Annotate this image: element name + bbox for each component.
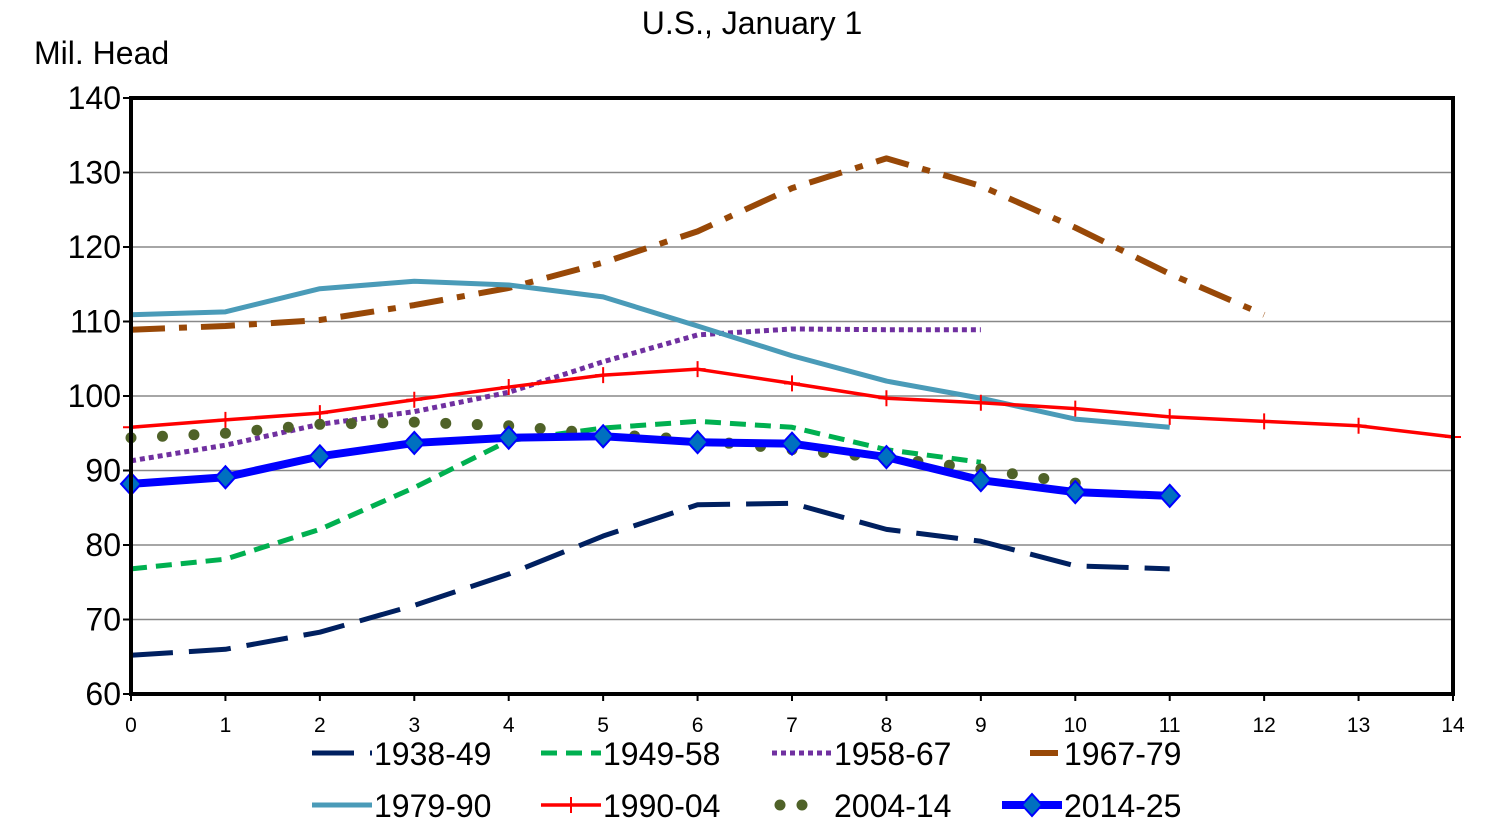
data-point bbox=[440, 417, 452, 429]
data-point bbox=[563, 797, 579, 813]
legend-label: 1990-04 bbox=[603, 788, 720, 824]
data-point bbox=[1020, 792, 1044, 818]
x-tick-label: 0 bbox=[125, 714, 137, 737]
data-point bbox=[219, 427, 231, 439]
x-tick-label: 1 bbox=[220, 714, 232, 737]
data-point bbox=[497, 425, 521, 451]
legend-label: 1938-49 bbox=[374, 736, 491, 772]
series-line bbox=[130, 500, 1170, 658]
data-point bbox=[1256, 413, 1273, 430]
series-line bbox=[130, 326, 981, 464]
x-tick-label: 2 bbox=[314, 714, 326, 737]
data-point bbox=[188, 429, 200, 441]
x-tick-label: 8 bbox=[881, 714, 893, 737]
data-point bbox=[1063, 479, 1087, 505]
data-point bbox=[784, 375, 800, 392]
data-point bbox=[1158, 483, 1182, 509]
series-line bbox=[130, 418, 982, 572]
legend-item: 1958-67 bbox=[772, 736, 951, 772]
data-point bbox=[780, 431, 804, 457]
y-tick-label: 60 bbox=[85, 676, 121, 712]
data-point bbox=[534, 423, 546, 435]
chart-title: U.S., January 1 bbox=[642, 5, 863, 41]
data-point bbox=[1067, 400, 1084, 417]
legend-label: 1949-58 bbox=[603, 736, 720, 772]
series-1938-49 bbox=[130, 500, 1170, 658]
data-point bbox=[408, 416, 420, 428]
y-tick-label: 130 bbox=[68, 155, 121, 191]
data-point bbox=[500, 379, 517, 396]
series-line bbox=[130, 155, 1266, 333]
data-point bbox=[686, 429, 709, 455]
legend-item: 1949-58 bbox=[541, 736, 720, 772]
data-point bbox=[314, 418, 326, 430]
data-point bbox=[406, 391, 423, 408]
data-point bbox=[591, 423, 615, 449]
series-1958-67 bbox=[130, 326, 981, 464]
data-point bbox=[972, 394, 989, 411]
legend-label: 1979-90 bbox=[374, 788, 491, 824]
data-point bbox=[156, 430, 168, 442]
legend-item: 2004-14 bbox=[774, 788, 951, 824]
series-line bbox=[130, 432, 1170, 500]
plot-area-border bbox=[129, 96, 1455, 696]
series-2014-25 bbox=[119, 423, 1182, 509]
data-point bbox=[308, 443, 332, 469]
y-tick-label: 80 bbox=[85, 527, 121, 563]
x-tick-label: 13 bbox=[1347, 714, 1370, 737]
data-point bbox=[251, 424, 263, 436]
series-1949-58 bbox=[130, 418, 982, 572]
legend-item: 2014-25 bbox=[1002, 788, 1181, 824]
data-point bbox=[1006, 468, 1018, 480]
data-point bbox=[875, 444, 898, 470]
data-point bbox=[311, 405, 328, 422]
y-tick-label: 100 bbox=[68, 378, 121, 414]
y-tick-label: 110 bbox=[70, 304, 121, 340]
legend-label: 2004-14 bbox=[834, 788, 951, 824]
data-point bbox=[1350, 417, 1367, 434]
x-tick-label: 12 bbox=[1252, 714, 1275, 737]
legend-item: 1938-49 bbox=[312, 736, 491, 772]
data-point bbox=[402, 430, 426, 456]
x-tick-label: 10 bbox=[1064, 714, 1087, 737]
series-line bbox=[130, 278, 1170, 430]
x-tick-label: 6 bbox=[692, 714, 704, 737]
x-tick-label: 5 bbox=[597, 714, 609, 737]
x-tick-label: 14 bbox=[1441, 714, 1465, 737]
y-tick-label: 90 bbox=[85, 453, 121, 489]
data-point bbox=[1038, 472, 1050, 484]
data-point bbox=[878, 390, 895, 407]
data-point bbox=[689, 361, 706, 378]
legend-label: 1958-67 bbox=[834, 736, 951, 772]
y-axis-label: Mil. Head bbox=[34, 35, 169, 71]
y-tick-label: 140 bbox=[68, 80, 121, 116]
data-point bbox=[969, 467, 993, 493]
data-point bbox=[214, 464, 237, 490]
legend-swatch bbox=[774, 799, 786, 811]
legend-item: 1990-04 bbox=[541, 788, 720, 824]
data-point bbox=[345, 418, 357, 430]
series-1979-90 bbox=[130, 278, 1170, 430]
legend-item: 1979-90 bbox=[312, 788, 491, 824]
data-point bbox=[595, 367, 612, 384]
x-tick-label: 9 bbox=[975, 714, 987, 737]
legend-swatch bbox=[796, 799, 808, 811]
legend-label: 2014-25 bbox=[1064, 788, 1181, 824]
y-tick-label: 120 bbox=[68, 229, 121, 265]
legend-item: 1967-79 bbox=[1030, 736, 1181, 772]
data-point bbox=[471, 419, 483, 431]
legend-label: 1967-79 bbox=[1064, 736, 1181, 772]
y-tick-label: 70 bbox=[85, 602, 121, 638]
data-point bbox=[282, 421, 294, 433]
x-tick-label: 4 bbox=[503, 714, 515, 737]
data-point bbox=[217, 411, 234, 428]
data-point bbox=[377, 417, 389, 429]
series-1967-79 bbox=[130, 155, 1266, 333]
x-tick-label: 11 bbox=[1159, 714, 1181, 737]
x-tick-label: 3 bbox=[408, 714, 420, 737]
x-tick-label: 7 bbox=[786, 714, 798, 737]
data-point bbox=[1161, 408, 1178, 425]
